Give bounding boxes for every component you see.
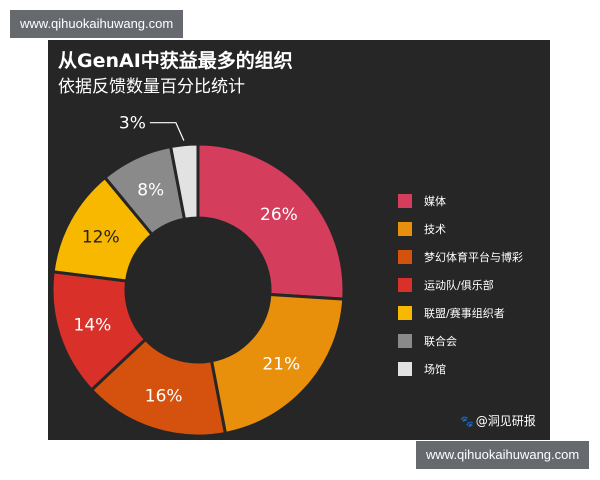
source-credit: 🐾 @洞见研报 [460,412,536,429]
watermark-bottom: www.qihuokaihuwang.com [416,441,590,469]
legend-swatch-4 [398,278,412,292]
slice-leader-line-7 [149,122,185,141]
legend-swatch-2 [398,222,412,236]
chart-panel: 从GenAI中获益最多的组织 依据反馈数量百分比统计 26% 21% 16% 14% 1… [48,40,550,440]
legend-item-7: 场馆 [398,360,546,378]
slice-label-6: 8% [137,181,164,201]
legend-label-3: 梦幻体育平台与博彩 [424,251,523,264]
legend-swatch-3 [398,250,412,264]
slice-label-3: 16% [145,387,183,407]
legend-item-4: 运动队/俱乐部 [398,276,546,294]
slice-2 [209,292,346,436]
legend-label-5: 联盟/赛事组织者 [424,307,505,320]
legend-swatch-7 [398,362,412,376]
legend-item-2: 技术 [398,220,546,238]
slice-label-1: 26% [260,205,298,225]
chart-legend: 媒体技术梦幻体育平台与博彩 运动队/俱乐部 联盟/赛事组织者 联合会场馆 [398,192,546,388]
watermark-top: www.qihuokaihuwang.com [10,10,184,38]
slice-label-5: 12% [82,228,120,248]
legend-item-5: 联盟/赛事组织者 [398,304,546,322]
legend-item-6: 联合会 [398,332,546,350]
legend-label-6: 联合会 [424,335,457,348]
legend-swatch-5 [398,306,412,320]
slice-7 [168,142,200,222]
chart-title: 从GenAI中获益最多的组织 [58,50,293,72]
legend-swatch-1 [398,194,412,208]
slice-label-2: 21% [262,354,300,374]
chart-subtitle: 依据反馈数量百分比统计 [58,77,245,97]
legend-item-3: 梦幻体育平台与博彩 [398,248,546,266]
legend-label-1: 媒体 [424,195,446,208]
paw-icon: 🐾 [460,415,474,428]
credit-text: @洞见研报 [475,414,536,428]
slice-label-7: 3% [119,114,146,134]
legend-swatch-6 [398,334,412,348]
legend-label-7: 场馆 [424,363,446,376]
donut-chart: 26% 21% 16% 14% 12% 8% 3% [50,114,346,438]
slice-1 [196,142,346,301]
legend-label-2: 技术 [424,223,446,236]
legend-item-1: 媒体 [398,192,546,210]
legend-label-4: 运动队/俱乐部 [424,279,494,292]
slice-label-4: 14% [74,315,112,335]
